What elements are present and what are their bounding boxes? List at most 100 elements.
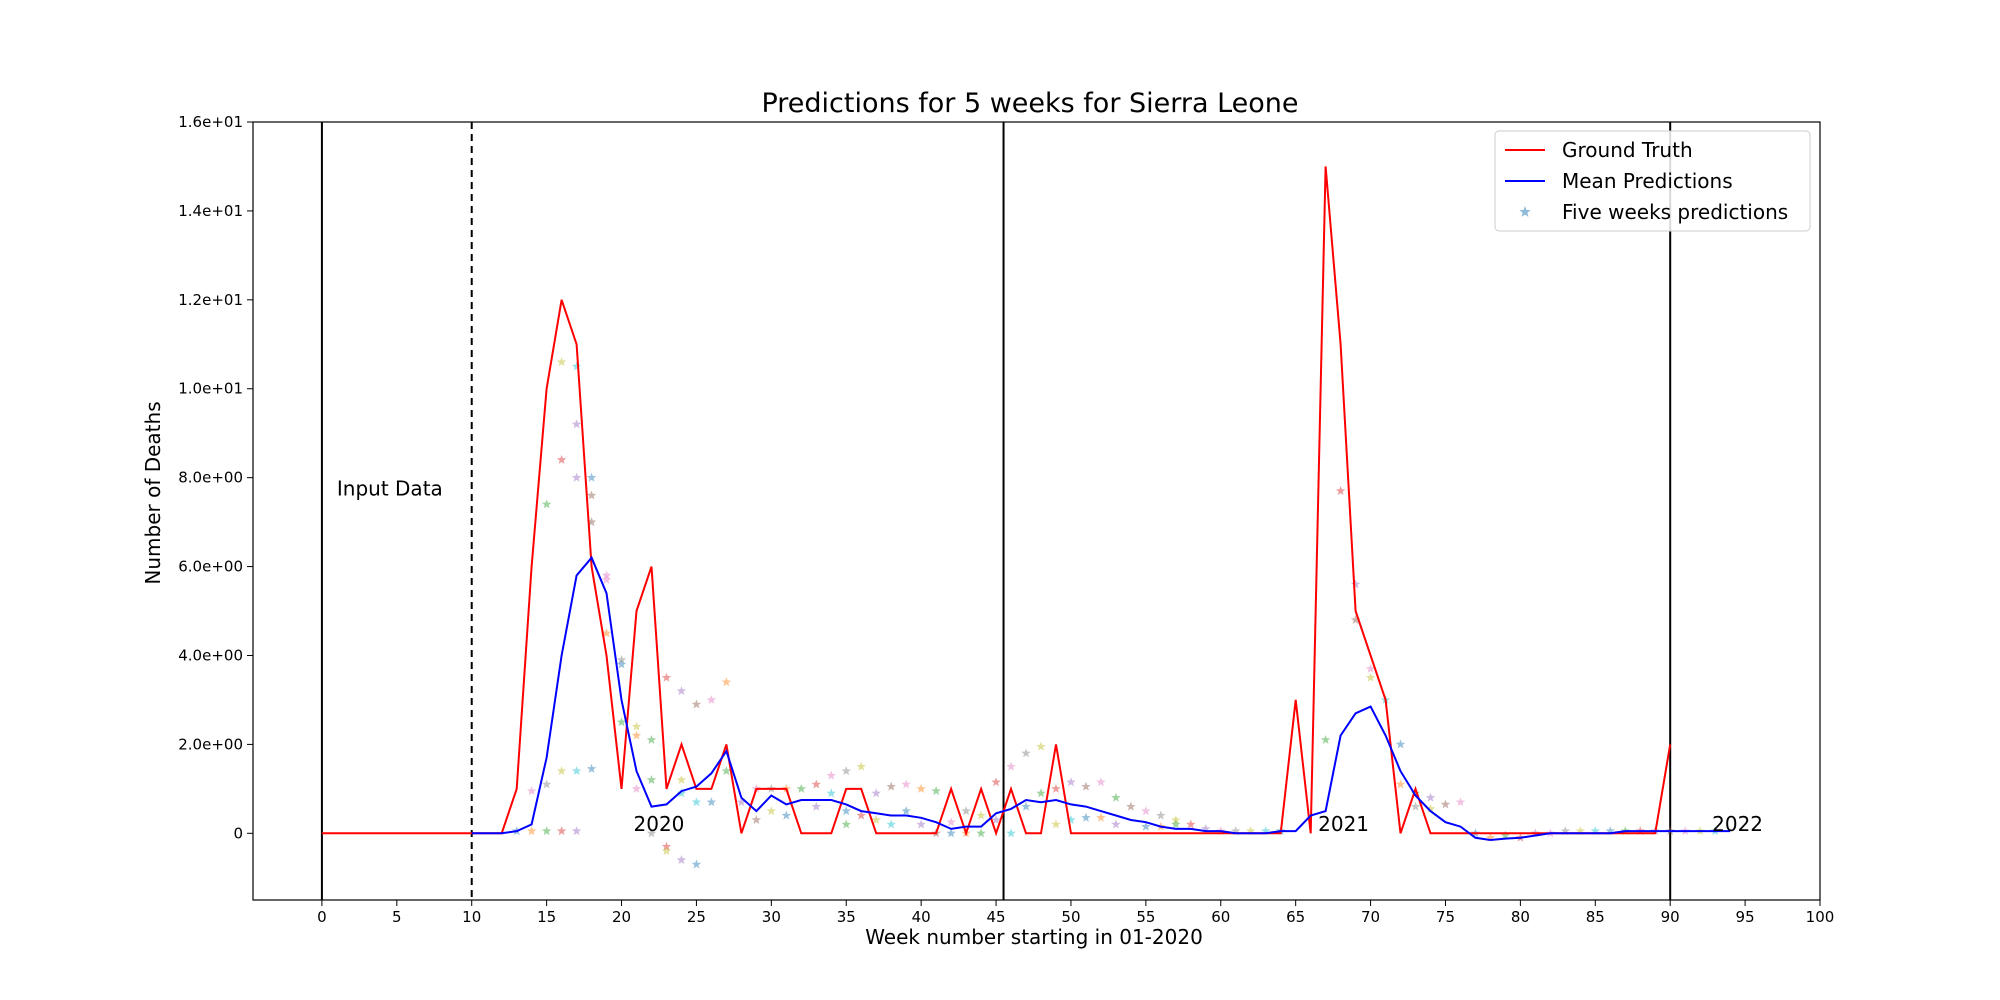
five-weeks-point (856, 810, 866, 820)
x-tick-label: 65 (1286, 908, 1305, 926)
five-weeks-point (526, 826, 537, 836)
five-weeks-point (1410, 788, 1421, 798)
y-tick-label: 1.2e+01 (178, 291, 243, 309)
five-weeks-point (946, 817, 956, 827)
annotation: 2021 (1318, 812, 1369, 836)
x-tick-label: 75 (1436, 908, 1455, 926)
five-weeks-point (1350, 614, 1361, 624)
x-tick-label: 0 (317, 908, 327, 926)
five-weeks-point (1036, 788, 1046, 798)
five-weeks-point (1365, 672, 1376, 682)
five-weeks-point (646, 828, 657, 838)
five-weeks-point (706, 797, 717, 807)
five-weeks-point (856, 761, 866, 771)
five-weeks-point (721, 766, 732, 776)
five-weeks-point (766, 806, 777, 816)
x-tick-label: 85 (1586, 908, 1605, 926)
five-weeks-point (916, 819, 926, 829)
five-weeks-point (631, 783, 642, 793)
ground-truth-line (321, 166, 1672, 837)
y-axis-label: Number of Deaths (141, 401, 165, 584)
legend-box (1494, 130, 1811, 232)
five-weeks-point (616, 659, 627, 669)
five-weeks-point (1425, 792, 1436, 802)
five-weeks-point (1350, 579, 1361, 589)
x-tick-label: 40 (912, 908, 931, 926)
five-weeks-point (976, 828, 986, 838)
five-weeks-point (841, 766, 851, 776)
axes-frame (252, 121, 1821, 901)
five-weeks-point (826, 770, 837, 780)
x-tick-label: 5 (392, 908, 402, 926)
five-weeks-point (1395, 739, 1406, 749)
five-weeks-point (1201, 823, 1211, 833)
five-weeks-point (796, 783, 807, 793)
five-weeks-point (841, 806, 851, 816)
five-weeks-point (991, 814, 1001, 825)
five-weeks-point (1260, 826, 1271, 836)
five-weeks-point (886, 781, 896, 791)
five-weeks-point (1485, 832, 1496, 842)
five-weeks-point (1096, 777, 1106, 787)
five-weeks-point (1605, 826, 1616, 836)
mean-predictions-line (471, 555, 1731, 842)
five-weeks-point (886, 819, 896, 829)
five-weeks-point (571, 826, 582, 836)
five-weeks-point (1230, 826, 1241, 836)
five-weeks-point (601, 570, 612, 580)
five-weeks-point (1066, 814, 1076, 825)
five-weeks-point (1575, 826, 1586, 836)
x-tick-label: 20 (612, 908, 631, 926)
five-weeks-point (1066, 777, 1076, 787)
five-weeks-point (586, 517, 597, 527)
five-weeks-point (781, 810, 792, 820)
legend-label: Ground Truth (1562, 138, 1693, 162)
annotations: Input Data 2020 2021 2022 (337, 476, 1763, 836)
five-weeks-point (751, 814, 762, 825)
five-weeks-point (586, 490, 597, 500)
five-weeks-point (1111, 792, 1121, 802)
five-weeks-point (916, 783, 926, 793)
x-tick-label: 45 (987, 908, 1006, 926)
five-weeks-point (646, 774, 657, 785)
five-weeks-point (601, 628, 612, 638)
five-weeks-point (676, 686, 687, 696)
five-weeks-point (1186, 819, 1196, 829)
five-weeks-point (1111, 819, 1121, 829)
five-weeks-point (586, 472, 597, 482)
five-weeks-point (811, 779, 822, 789)
five-weeks-point (1051, 819, 1061, 829)
legend-swatch (1519, 206, 1531, 217)
five-weeks-point (736, 797, 747, 807)
five-weeks-point (526, 786, 537, 796)
five-weeks-point (811, 801, 822, 811)
five-weeks-point (1021, 748, 1031, 758)
x-tick-label: 30 (762, 908, 781, 926)
five-weeks-point (571, 766, 582, 776)
x-tick-label: 55 (1136, 908, 1155, 926)
five-weeks-point (571, 361, 582, 371)
five-weeks-point (1126, 801, 1136, 811)
y-tick-label: 4.0e+00 (178, 646, 243, 664)
y-tick-label: 0 (233, 824, 243, 842)
legend: Ground Truth Mean Predictions Five weeks p… (1494, 130, 1811, 232)
y-tick-label: 1.4e+01 (178, 202, 243, 220)
five-weeks-point (646, 734, 657, 744)
x-axis-label: Week number starting in 01-2020 (865, 925, 1203, 949)
five-weeks-point (556, 826, 567, 836)
five-weeks-point (1051, 783, 1061, 793)
five-weeks-point (901, 779, 911, 789)
five-weeks-point (1021, 801, 1031, 811)
x-tick-label: 35 (837, 908, 856, 926)
five-weeks-point (706, 694, 717, 704)
five-weeks-point (1320, 734, 1331, 744)
five-weeks-point (991, 777, 1001, 787)
five-weeks-point (1500, 830, 1511, 840)
five-weeks-point (541, 499, 552, 509)
legend-label: Mean Predictions (1562, 169, 1733, 193)
x-tick-label: 95 (1736, 908, 1755, 926)
y-tick-label: 1.6e+01 (178, 113, 243, 131)
five-weeks-point (1156, 810, 1166, 820)
x-tick-label: 25 (687, 908, 706, 926)
